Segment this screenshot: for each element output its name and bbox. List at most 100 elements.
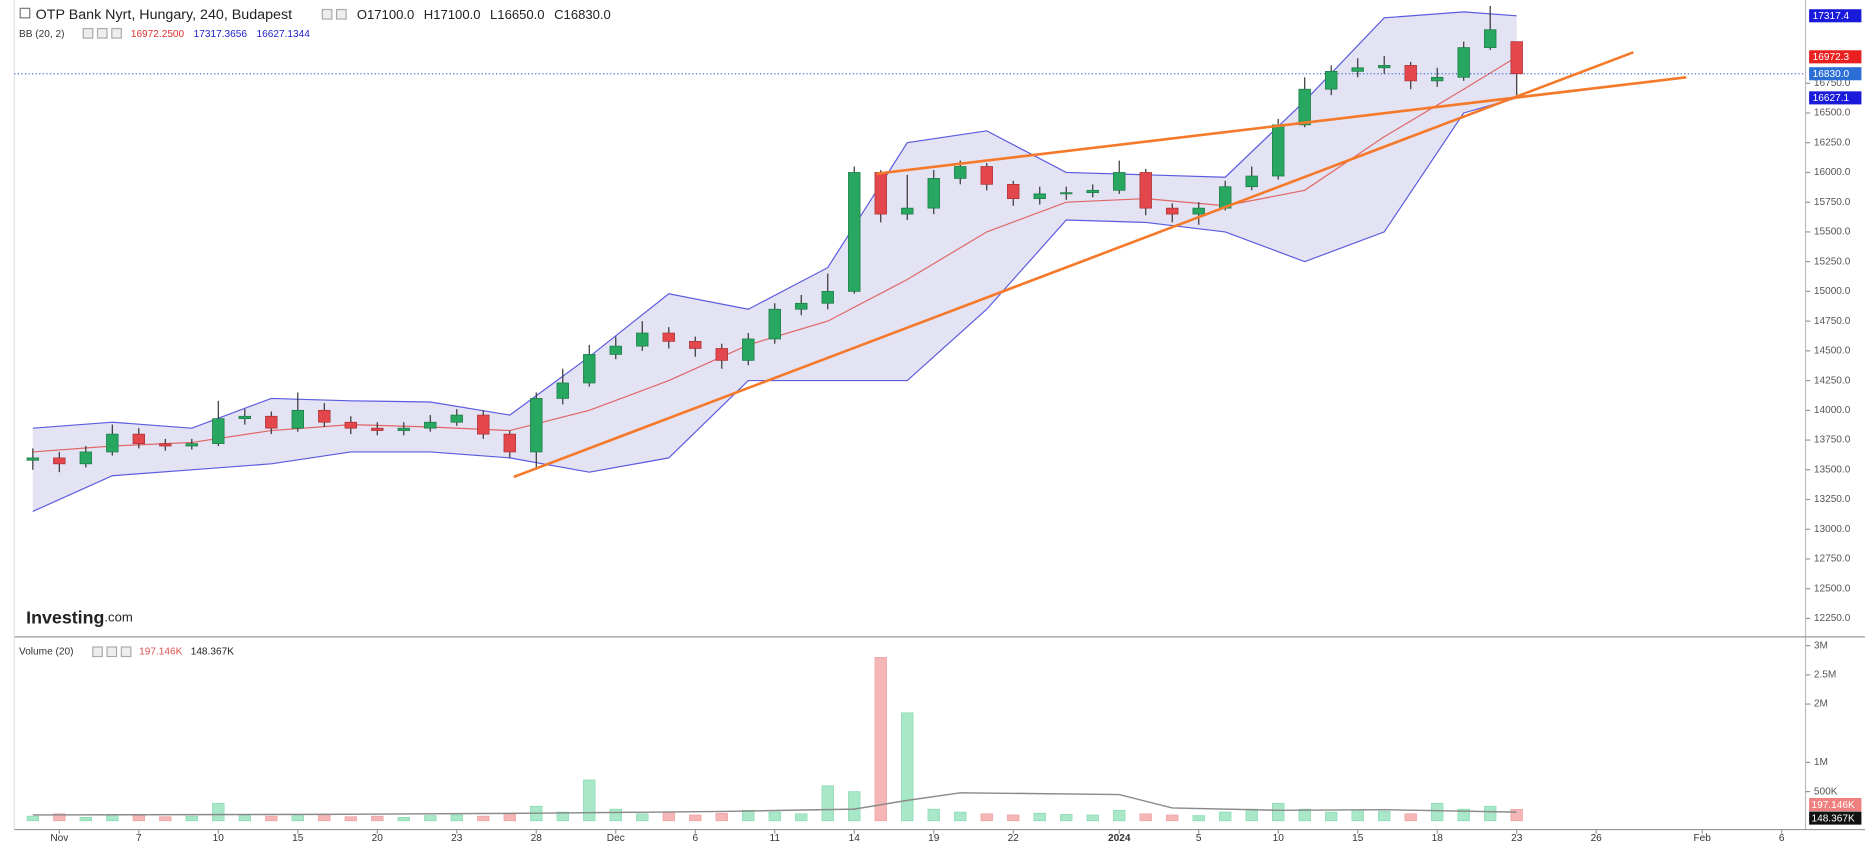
ohlc-value: H17100.0	[424, 7, 481, 22]
volume-bar	[1404, 813, 1417, 822]
candle-body	[1113, 172, 1126, 191]
x-tick-label: 23	[451, 833, 463, 844]
hide-icon[interactable]	[96, 27, 108, 39]
volume-bar	[1298, 808, 1311, 822]
x-tick-label: 7	[136, 833, 142, 844]
x-tick-label: 6	[692, 833, 698, 844]
volume-tag	[1809, 811, 1862, 825]
candle-body	[530, 398, 543, 453]
candle-body	[53, 457, 66, 465]
price-tag-label: 17317.4	[1813, 11, 1850, 22]
indicator-value: 16627.1344	[257, 29, 311, 40]
candle-body	[397, 427, 410, 431]
candle-body	[132, 433, 145, 444]
candle-body	[1086, 189, 1099, 194]
y-tick-label: 16500.0	[1814, 108, 1851, 119]
volume-indicator-value: 197.146K	[139, 646, 182, 657]
hide-icon[interactable]	[106, 646, 118, 658]
candle-body	[795, 302, 808, 310]
y-tick-label: 1M	[1814, 757, 1828, 768]
y-tick-label: 15500.0	[1814, 227, 1851, 238]
x-tick-label: 19	[928, 833, 940, 844]
candle-body	[1007, 183, 1020, 199]
candle-body	[424, 421, 437, 429]
x-tick-label: Feb	[1693, 833, 1711, 844]
band-fill	[32, 11, 1517, 512]
candle-body	[662, 332, 675, 342]
y-tick-label: 16250.0	[1814, 137, 1851, 148]
candle-body	[1510, 41, 1523, 75]
y-tick-label: 15750.0	[1814, 197, 1851, 208]
chart-title: OTP Bank Nyrt, Hungary, 240, Budapest	[36, 7, 292, 23]
x-tick-label: 10	[1273, 833, 1285, 844]
volume-bar	[1457, 808, 1470, 822]
y-tick-label: 14250.0	[1814, 375, 1851, 386]
candle-body	[1272, 124, 1285, 177]
volume-bar	[79, 816, 92, 822]
indicator-value: 17317.3656	[194, 29, 248, 40]
x-tick-label: 22	[1008, 833, 1020, 844]
volume-bar	[954, 811, 967, 822]
candle-body	[159, 443, 172, 447]
volume-bar	[1219, 811, 1232, 822]
volume-bar	[106, 814, 119, 822]
x-tick-label: 10	[213, 833, 225, 844]
close-icon[interactable]	[120, 646, 132, 658]
price-tag-label: 16972.3	[1813, 52, 1850, 63]
y-tick-label: 12250.0	[1814, 613, 1851, 624]
volume-indicator-value: 148.367K	[191, 646, 234, 657]
y-tick-label: 3M	[1814, 640, 1828, 651]
price-tag	[1809, 9, 1862, 23]
volume-bar	[768, 811, 781, 822]
candle-body	[1325, 71, 1338, 90]
y-tick-label: 16000.0	[1814, 167, 1851, 178]
volume-bar	[238, 814, 251, 822]
band-lower	[32, 97, 1517, 512]
volume-bar	[1192, 815, 1205, 822]
x-tick-label: 26	[1591, 833, 1603, 844]
logo-main: Investing	[26, 607, 104, 627]
candle-body	[371, 427, 384, 431]
x-tick-label: 28	[531, 833, 543, 844]
ohlc-value: C16830.0	[554, 7, 611, 22]
candle-body	[609, 345, 622, 355]
settings-icon[interactable]	[82, 27, 94, 39]
y-tick-label: 13750.0	[1814, 435, 1851, 446]
candle-body	[1060, 192, 1073, 195]
candle-body	[927, 178, 940, 209]
candle-body	[821, 291, 834, 304]
hide-icon[interactable]	[336, 8, 347, 20]
volume-bar	[583, 779, 596, 822]
y-tick-label: 13500.0	[1814, 464, 1851, 475]
y-tick-label: 15000.0	[1814, 286, 1851, 297]
volume-tag-label: 148.367K	[1811, 813, 1854, 824]
close-icon[interactable]	[111, 27, 122, 39]
price-tag-label: 16830.0	[1813, 69, 1850, 80]
volume-bar	[477, 815, 490, 822]
volume-bar	[1113, 809, 1126, 822]
y-tick-label: 2.5M	[1814, 670, 1836, 681]
settings-icon[interactable]	[321, 8, 333, 20]
volume-bar	[1139, 813, 1152, 822]
volume-tag-label: 197.146K	[1811, 800, 1854, 811]
candle-body	[1484, 29, 1497, 48]
volume-bar	[1484, 805, 1497, 822]
candle-body	[742, 338, 755, 361]
volume-bar	[1060, 814, 1073, 822]
settings-icon[interactable]	[92, 646, 103, 658]
candle-body	[1139, 172, 1152, 209]
x-tick-label: 2024	[1108, 833, 1131, 844]
volume-bar	[291, 814, 304, 822]
volume-bar	[344, 816, 357, 822]
volume-ma	[32, 792, 1517, 816]
collapse-icon[interactable]	[19, 7, 31, 19]
trendline	[876, 76, 1687, 175]
indicator-name: BB (20, 2)	[19, 29, 64, 40]
y-tick-label: 14500.0	[1814, 346, 1851, 357]
logo-suffix: .com	[104, 610, 132, 625]
y-tick-label: 14750.0	[1814, 316, 1851, 327]
candle-body	[768, 308, 781, 340]
volume-bar	[874, 657, 887, 822]
